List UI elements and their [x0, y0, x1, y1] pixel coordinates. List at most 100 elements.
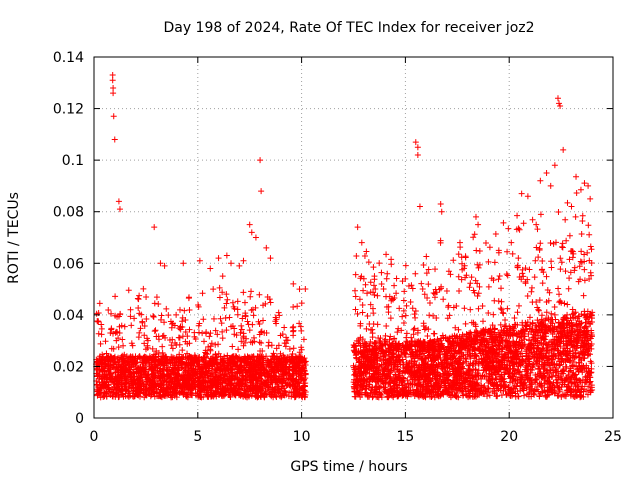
data-point: [256, 331, 263, 338]
data-point: [489, 322, 496, 329]
data-point: [440, 296, 447, 303]
data-point: [109, 72, 116, 79]
data-point: [276, 312, 283, 319]
data-point: [216, 294, 223, 301]
data-point: [526, 266, 533, 273]
data-point: [461, 305, 468, 312]
data-point: [414, 144, 421, 151]
data-point: [400, 320, 407, 327]
data-point: [149, 345, 156, 352]
data-point: [222, 315, 229, 322]
data-point: [140, 285, 147, 292]
data-point: [175, 334, 182, 341]
data-point: [298, 344, 305, 351]
data-point: [161, 262, 168, 269]
data-point: [245, 354, 252, 361]
data-point: [130, 360, 137, 367]
data-point: [217, 315, 224, 322]
data-point: [384, 270, 391, 277]
data-point: [112, 293, 119, 300]
data-point: [543, 170, 550, 177]
data-point: [401, 288, 408, 295]
data-point: [261, 392, 268, 399]
data-point: [136, 292, 143, 299]
data-point: [212, 341, 219, 348]
data-point: [475, 305, 482, 312]
data-point: [212, 327, 219, 334]
data-point: [562, 268, 569, 275]
data-point: [356, 296, 363, 303]
data-point: [114, 313, 121, 320]
data-point: [244, 318, 251, 325]
data-point: [371, 276, 378, 283]
data-point: [362, 281, 369, 288]
data-point: [416, 203, 423, 210]
data-point: [229, 366, 236, 373]
data-point: [98, 331, 105, 338]
data-point: [577, 186, 584, 193]
data-point: [503, 271, 510, 278]
data-point: [246, 327, 253, 334]
data-point: [267, 255, 274, 262]
data-point: [173, 373, 180, 380]
data-point: [238, 326, 245, 333]
data-point: [557, 102, 564, 109]
data-point: [109, 77, 116, 84]
data-point: [196, 320, 203, 327]
data-point: [267, 299, 274, 306]
data-point: [125, 287, 132, 294]
data-point: [273, 356, 280, 363]
data-point: [472, 277, 479, 284]
data-point: [266, 361, 273, 368]
data-point: [585, 222, 592, 229]
data-point: [263, 244, 270, 251]
data-point: [533, 221, 540, 228]
data-point: [296, 286, 303, 293]
data-point: [300, 336, 307, 343]
data-point: [157, 260, 164, 267]
data-point: [105, 307, 112, 314]
data-point: [195, 303, 202, 310]
data-point: [108, 310, 115, 317]
data-point: [246, 221, 253, 228]
data-point: [250, 353, 257, 360]
data-point: [289, 350, 296, 357]
data-point: [457, 244, 464, 251]
data-point: [237, 359, 244, 366]
data-point: [127, 313, 134, 320]
data-point: [539, 257, 546, 264]
data-point: [252, 234, 259, 241]
data-point: [290, 332, 297, 339]
data-point: [500, 219, 507, 226]
data-point: [564, 199, 571, 206]
data-point: [455, 273, 462, 280]
data-point: [438, 208, 445, 215]
data-point: [534, 226, 541, 233]
data-point: [298, 376, 305, 383]
data-point: [273, 345, 280, 352]
data-point: [275, 309, 282, 316]
data-point: [352, 287, 358, 294]
data-point: [134, 295, 141, 302]
data-point: [218, 320, 225, 327]
data-point: [424, 333, 431, 340]
data-point: [270, 350, 277, 357]
data-point: [123, 353, 130, 360]
data-point: [443, 287, 450, 294]
data-point: [151, 328, 158, 335]
data-point: [223, 252, 230, 259]
data-point: [179, 347, 186, 354]
data-point: [239, 315, 246, 322]
data-point: [468, 274, 475, 281]
data-point: [221, 304, 228, 311]
data-point: [240, 257, 247, 264]
data-point: [260, 317, 267, 324]
data-point: [298, 300, 305, 307]
data-point: [215, 341, 222, 348]
data-point: [199, 290, 206, 297]
data-point: [256, 291, 263, 298]
data-point: [531, 274, 538, 281]
data-point: [191, 329, 198, 336]
data-point: [240, 289, 247, 296]
